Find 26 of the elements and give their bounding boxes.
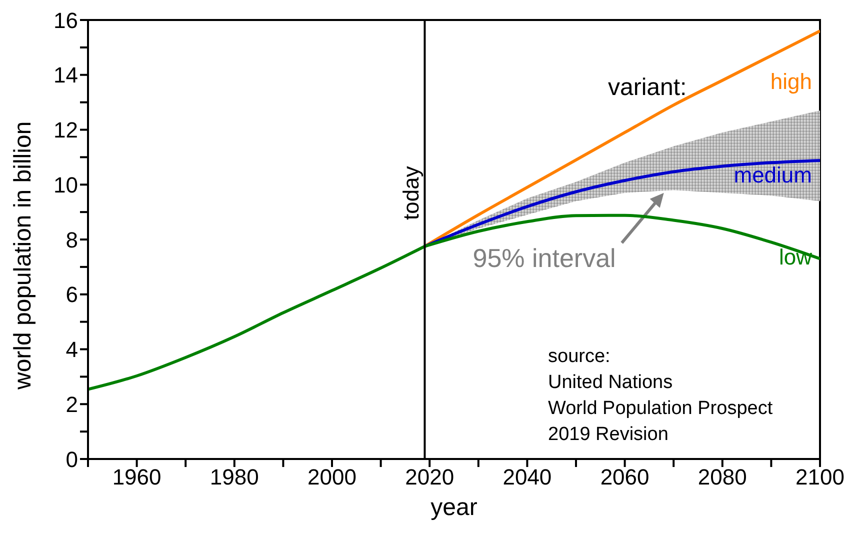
x-tick-label: 2040 [502,464,552,490]
annotation: variant: [608,74,687,101]
x-tick-label: 2020 [405,464,454,490]
y-tick-label: 12 [54,118,78,143]
y-tick-label: 4 [66,337,78,362]
annotation: 95% interval [472,242,616,273]
annotation: source: United Nations World Population Prospect 2019 Revision [548,346,774,445]
x-tick-label: 2080 [698,464,747,490]
ref-line-label: today [398,166,424,220]
y-tick-label: 10 [54,172,78,198]
x-tick-label: 2000 [308,464,356,490]
series-label: high [770,68,812,94]
x-tick-label: 2100 [796,464,844,490]
x-tick-label: 1980 [210,464,259,490]
y-axis-title: world population in billion [10,121,37,390]
x-tick-label: 1960 [112,464,162,490]
y-tick-label: 6 [66,282,78,308]
series-label: low [778,244,812,270]
y-tick-label: 2 [66,392,78,417]
x-tick-label: 2060 [600,464,650,490]
y-tick-label: 0 [66,446,78,472]
y-tick-label: 14 [54,62,78,88]
y-tick-label: 8 [66,227,78,252]
y-tick-label: 16 [54,8,78,33]
series-label: medium [734,162,812,188]
x-axis-title: year [430,494,478,521]
